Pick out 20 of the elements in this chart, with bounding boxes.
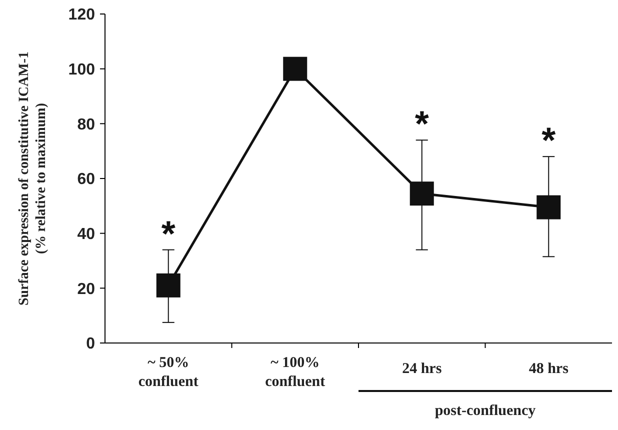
annotation: * — [542, 120, 556, 161]
y-axis-title: Surface expression of constitutive ICAM-1 (% relative to maximum) — [17, 51, 49, 306]
point — [156, 273, 180, 298]
y-tick-label: 40 — [77, 226, 96, 243]
y-tick-label: 0 — [86, 336, 96, 353]
x-tick-label: 24 hrs — [402, 361, 442, 377]
y-tick-label: 60 — [77, 171, 96, 188]
y-tick-label: 80 — [77, 116, 96, 134]
point — [410, 182, 434, 206]
x-tick-label: 48 hrs — [528, 361, 569, 377]
x-tick-label: ~ 100% confluent — [265, 355, 326, 390]
annotation: * — [414, 103, 429, 144]
y-tick-label: 120 — [68, 6, 96, 24]
annotation: * — [161, 212, 176, 254]
x-tick-label: ~ 50% confluent — [138, 355, 198, 390]
point — [536, 195, 561, 220]
y-tick-label: 20 — [77, 280, 96, 298]
text: post-confluency — [434, 403, 536, 419]
point — [283, 56, 308, 81]
y-tick-label: 100 — [68, 61, 96, 78]
